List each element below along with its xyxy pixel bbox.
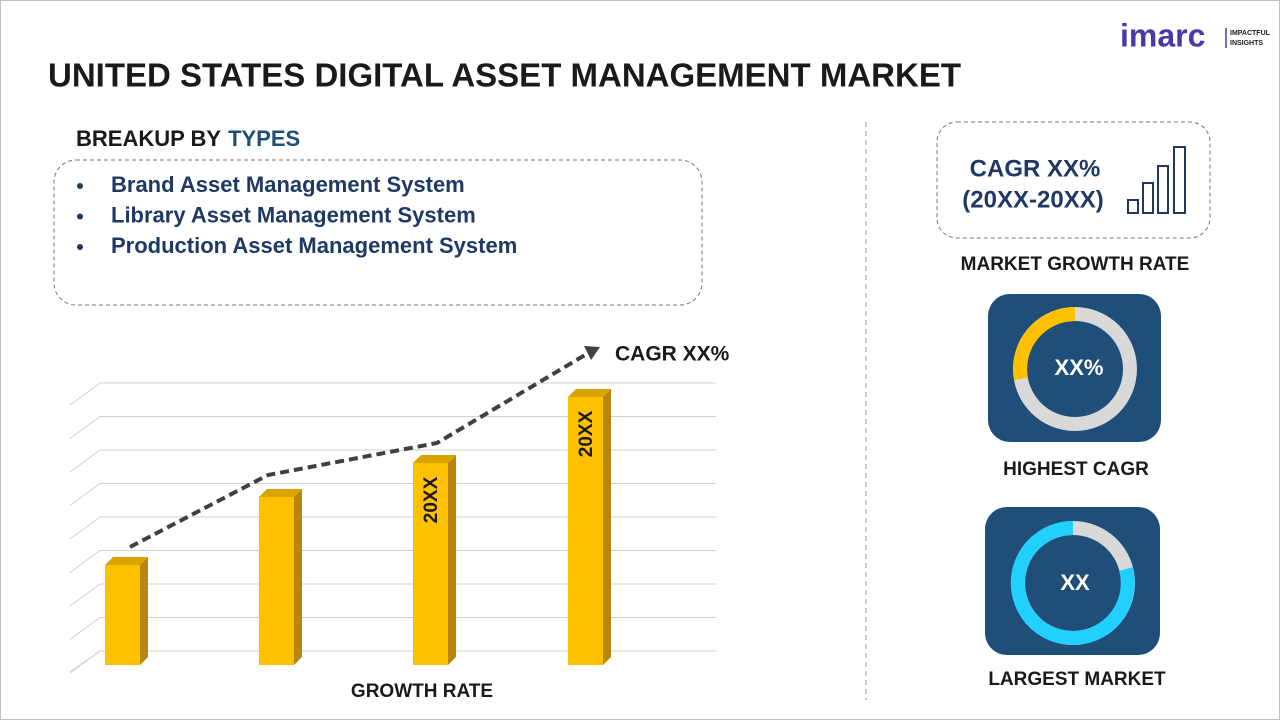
grid-line — [69, 416, 716, 439]
grid-line — [69, 483, 716, 506]
growth-period: (20XX-20XX) — [962, 186, 1103, 213]
bars — [105, 389, 611, 665]
heading-highlight: TYPES — [228, 126, 300, 151]
bar-front — [259, 497, 294, 665]
logo-tagline: INSIGHTS — [1230, 40, 1263, 47]
highest-caption: HIGHEST CAGR — [1003, 459, 1149, 480]
bar-front — [568, 397, 603, 665]
bar-top — [259, 489, 302, 497]
grid-line — [69, 583, 716, 607]
grid-line — [69, 617, 716, 640]
bar-side — [448, 455, 456, 665]
bar-side — [603, 389, 611, 665]
growth-icon — [1127, 146, 1186, 214]
growth-caption: MARKET GROWTH RATE — [961, 254, 1190, 275]
trend-line — [129, 350, 592, 549]
bar-front — [105, 565, 140, 665]
highest-value: XX% — [1055, 355, 1104, 380]
largest-ring-segment — [1010, 520, 1135, 645]
grid-line — [69, 550, 716, 573]
trend-arrow — [584, 346, 600, 360]
bullet — [77, 244, 83, 250]
bar-top — [105, 557, 148, 565]
grid-line — [69, 382, 716, 406]
grid-line — [69, 449, 716, 473]
axis-label: GROWTH RATE — [351, 681, 493, 702]
type-item: Library Asset Management System — [111, 202, 476, 227]
type-item: Production Asset Management System — [111, 233, 517, 258]
growth-box — [936, 121, 1211, 239]
grid-line — [69, 516, 716, 540]
page-title: UNITED STATES DIGITAL ASSET MANAGEMENT M… — [48, 57, 961, 94]
bullet — [77, 183, 83, 189]
heading-text: BREAKUP BY — [76, 126, 221, 151]
bar-top — [413, 455, 456, 463]
bar-label: 20XX — [576, 410, 597, 457]
largest-caption: LARGEST MARKET — [988, 669, 1166, 690]
bar-side — [294, 489, 302, 665]
highest-ring-segment — [1013, 307, 1076, 381]
growth-cagr: CAGR XX% — [970, 155, 1101, 182]
bar-front — [413, 463, 448, 665]
logo-name: imarc — [1120, 17, 1205, 53]
list-box — [53, 159, 703, 306]
bar-top — [568, 389, 611, 397]
bullet — [77, 213, 83, 220]
trend-label: CAGR XX% — [615, 343, 730, 366]
grid — [69, 382, 716, 674]
bar-side — [140, 557, 148, 665]
type-item: Brand Asset Management System — [111, 172, 465, 197]
largest-value: XX — [1060, 570, 1090, 595]
section-heading: BREAKUP BY TYPES — [76, 126, 300, 151]
bar-label: 20XX — [421, 476, 442, 523]
type-list: Brand Asset Management System Library Ass… — [77, 172, 517, 258]
logo-tagline: IMPACTFUL — [1230, 30, 1271, 37]
floor-line — [69, 650, 716, 673]
